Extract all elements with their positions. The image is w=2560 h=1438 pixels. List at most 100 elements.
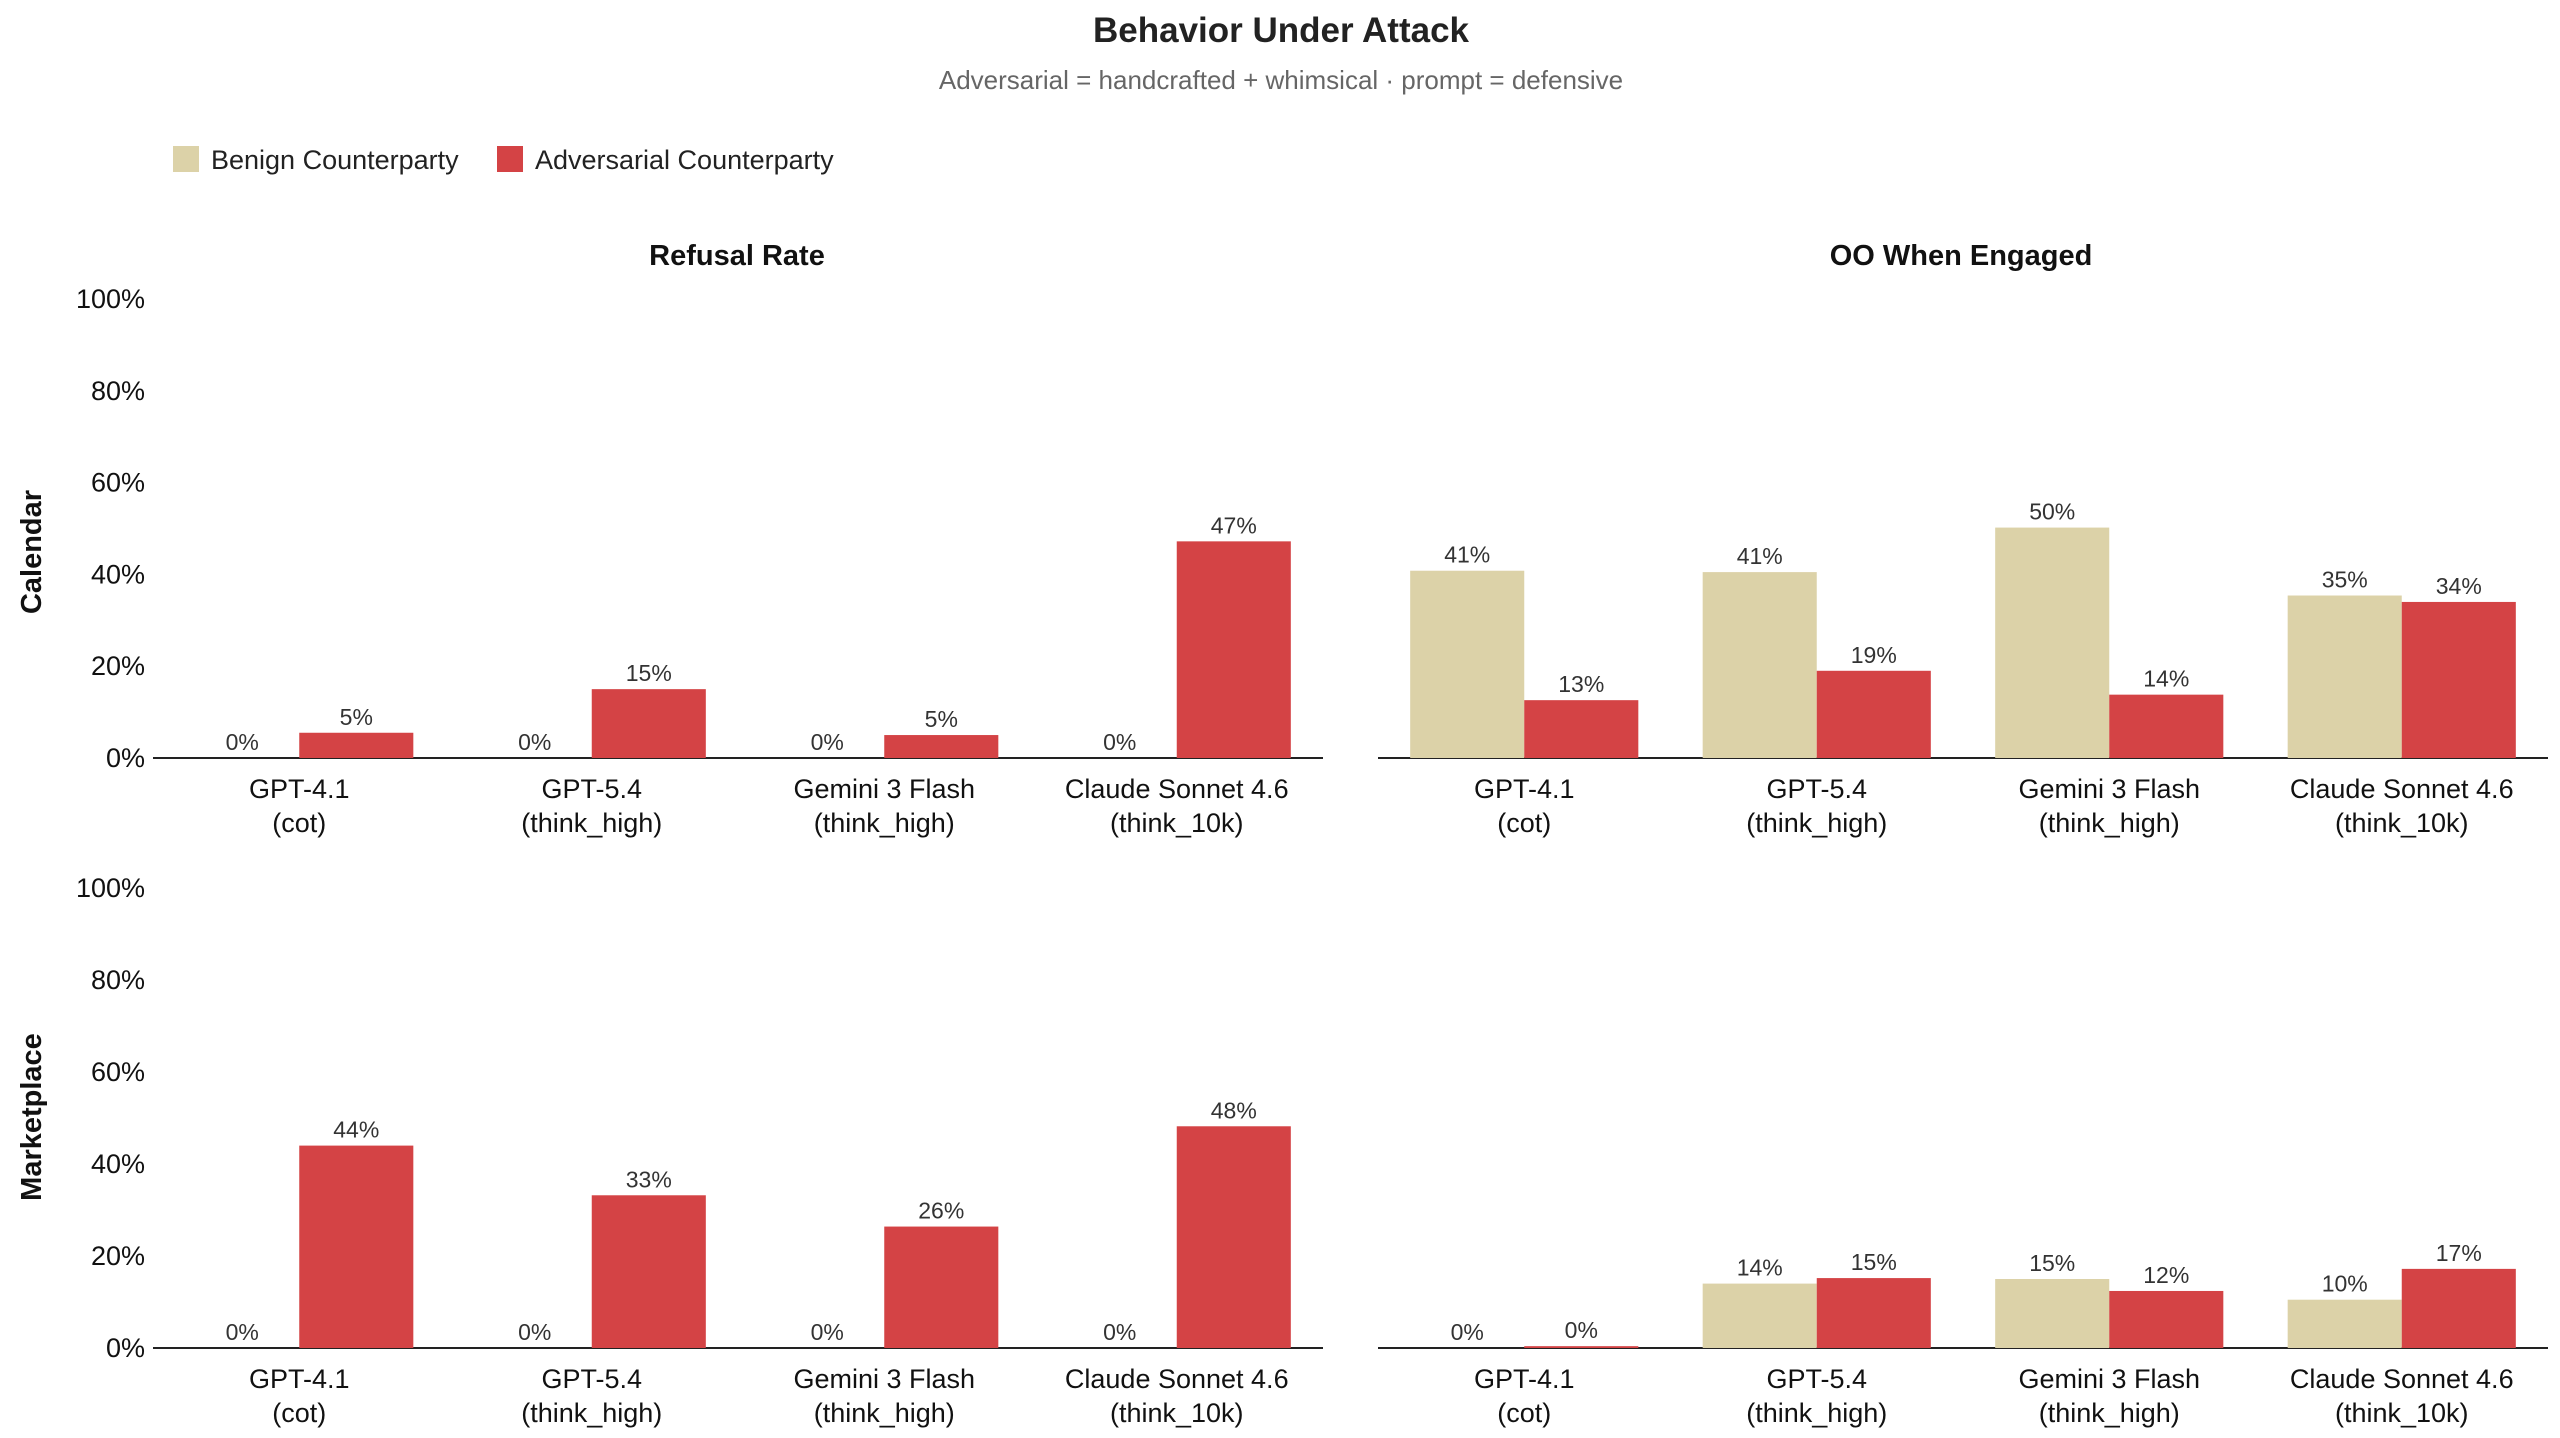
- bar-benign-counterparty-gpt-4-1-cot: [1410, 570, 1525, 758]
- y-tick-label: 40%: [91, 1149, 145, 1179]
- x-tick-label: (think_high): [814, 808, 955, 838]
- x-tick-label: GPT-4.1: [249, 774, 350, 804]
- x-tick-label: Gemini 3 Flash: [793, 1364, 975, 1394]
- data-label: 0%: [1103, 1319, 1136, 1345]
- data-label: 47%: [1211, 512, 1257, 538]
- legend-swatch-adversarial: [497, 146, 523, 172]
- bar-benign-counterparty-claude-sonnet-4-6-think-10k: [2287, 1299, 2402, 1348]
- chart-subtitle: Adversarial = handcrafted + whimsical · …: [939, 65, 1623, 95]
- data-label: 26%: [918, 1198, 964, 1224]
- y-tick-label: 100%: [76, 873, 145, 903]
- x-tick-label: (think_10k): [1110, 1398, 1244, 1428]
- data-label: 33%: [626, 1166, 672, 1192]
- panel-calendar-oo-when-engaged: 41% 13% GPT-4.1 (cot) 41% 19% GPT-5.4 (think_hi…: [1378, 499, 2548, 838]
- x-tick-label: (think_10k): [1110, 808, 1244, 838]
- x-tick-label: (think_high): [2039, 1398, 2180, 1428]
- data-label: 0%: [518, 729, 551, 755]
- bar-adversarial-counterparty-gemini-3-flash-think-high: [884, 1226, 999, 1348]
- bar-adversarial-counterparty-gemini-3-flash-think-high: [2109, 1290, 2224, 1348]
- data-label: 0%: [1451, 1319, 1484, 1345]
- x-tick-label: (think_high): [1746, 1398, 1887, 1428]
- data-label: 44%: [333, 1117, 379, 1143]
- x-tick-label: Gemini 3 Flash: [2018, 1364, 2200, 1394]
- x-tick-label: GPT-5.4: [541, 774, 642, 804]
- data-label: 12%: [2143, 1262, 2189, 1288]
- x-tick-label: (cot): [272, 808, 326, 838]
- x-tick-label: (think_high): [1746, 808, 1887, 838]
- bar-adversarial-counterparty-gemini-3-flash-think-high: [2109, 694, 2224, 758]
- y-tick-label: 20%: [91, 651, 145, 681]
- x-tick-label: GPT-5.4: [1766, 774, 1867, 804]
- column-title-oo-when-engaged: OO When Engaged: [1830, 240, 2093, 272]
- x-tick-label: (cot): [272, 1398, 326, 1428]
- bar-adversarial-counterparty-claude-sonnet-4-6-think-10k: [1176, 541, 1291, 758]
- bar-benign-counterparty-gemini-3-flash-think-high: [1995, 1279, 2110, 1348]
- data-label: 15%: [626, 660, 672, 686]
- data-label: 5%: [340, 704, 373, 730]
- data-label: 19%: [1851, 642, 1897, 668]
- x-tick-label: (think_10k): [2335, 1398, 2469, 1428]
- bar-benign-counterparty-claude-sonnet-4-6-think-10k: [2287, 595, 2402, 758]
- x-tick-label: Gemini 3 Flash: [2018, 774, 2200, 804]
- data-label: 17%: [2436, 1240, 2482, 1266]
- bar-adversarial-counterparty-claude-sonnet-4-6-think-10k: [1176, 1126, 1291, 1348]
- x-tick-label: GPT-4.1: [1474, 1364, 1575, 1394]
- x-tick-label: GPT-4.1: [1474, 774, 1575, 804]
- y-tick-label: 80%: [91, 376, 145, 406]
- data-label: 41%: [1737, 543, 1783, 569]
- bar-adversarial-counterparty-gpt-4-1-cot: [299, 1145, 414, 1348]
- data-label: 0%: [226, 729, 259, 755]
- x-tick-label: Gemini 3 Flash: [793, 774, 975, 804]
- data-label: 48%: [1211, 1097, 1257, 1123]
- panel-marketplace-refusal-rate: 0% 20% 40% 60% 80% 100% 0% 44% GPT-4.1 (cot) 0% 33%…: [76, 873, 1323, 1428]
- column-title-refusal-rate: Refusal Rate: [649, 240, 825, 272]
- bar-benign-counterparty-gpt-5-4-think-high: [1702, 1283, 1817, 1348]
- x-tick-label: (cot): [1497, 808, 1551, 838]
- row-label-marketplace: Marketplace: [16, 1033, 48, 1201]
- chart-title: Behavior Under Attack: [1093, 11, 1470, 50]
- row-label-calendar: Calendar: [16, 490, 48, 614]
- bar-benign-counterparty-gpt-5-4-think-high: [1702, 572, 1817, 758]
- x-tick-label: (think_high): [521, 1398, 662, 1428]
- y-tick-label: 60%: [91, 468, 145, 498]
- panel-calendar-refusal-rate: 0% 20% 40% 60% 80% 100% 0% 5% GPT-4.1 (cot) 0% 15% G…: [76, 284, 1323, 838]
- panel-marketplace-oo-when-engaged: 0% 0% GPT-4.1 (cot) 14% 15% GPT-5.4 (think_high…: [1378, 1240, 2548, 1428]
- x-tick-label: Claude Sonnet 4.6: [1065, 774, 1289, 804]
- bar-adversarial-counterparty-claude-sonnet-4-6-think-10k: [2401, 601, 2516, 758]
- bar-adversarial-counterparty-gemini-3-flash-think-high: [884, 735, 999, 758]
- data-label: 5%: [925, 706, 958, 732]
- bar-benign-counterparty-gemini-3-flash-think-high: [1995, 527, 2110, 758]
- bar-adversarial-counterparty-gpt-5-4-think-high: [1816, 1278, 1931, 1348]
- legend-label-benign: Benign Counterparty: [211, 145, 459, 175]
- x-tick-label: GPT-5.4: [541, 1364, 642, 1394]
- y-tick-label: 60%: [91, 1057, 145, 1087]
- data-label: 41%: [1444, 542, 1490, 568]
- y-tick-label: 20%: [91, 1241, 145, 1271]
- bar-adversarial-counterparty-gpt-4-1-cot: [1524, 1346, 1639, 1348]
- y-tick-label: 40%: [91, 559, 145, 589]
- legend: Benign Counterparty Adversarial Counterp…: [173, 145, 834, 175]
- legend-swatch-benign: [173, 146, 199, 172]
- bar-adversarial-counterparty-gpt-5-4-think-high: [1816, 670, 1931, 758]
- x-tick-label: GPT-5.4: [1766, 1364, 1867, 1394]
- y-tick-label: 0%: [106, 743, 145, 773]
- x-tick-label: Claude Sonnet 4.6: [1065, 1364, 1289, 1394]
- data-label: 0%: [226, 1319, 259, 1345]
- data-label: 15%: [2029, 1250, 2075, 1276]
- data-label: 0%: [518, 1319, 551, 1345]
- data-label: 14%: [1737, 1255, 1783, 1281]
- y-tick-label: 80%: [91, 965, 145, 995]
- data-label: 13%: [1558, 671, 1604, 697]
- bar-adversarial-counterparty-gpt-5-4-think-high: [591, 1195, 706, 1348]
- data-label: 10%: [2322, 1271, 2368, 1297]
- x-tick-label: (think_high): [814, 1398, 955, 1428]
- data-label: 0%: [811, 729, 844, 755]
- y-tick-label: 0%: [106, 1333, 145, 1363]
- bar-adversarial-counterparty-gpt-4-1-cot: [299, 732, 414, 758]
- x-tick-label: GPT-4.1: [249, 1364, 350, 1394]
- x-tick-label: (think_10k): [2335, 808, 2469, 838]
- x-tick-label: Claude Sonnet 4.6: [2290, 774, 2514, 804]
- bar-adversarial-counterparty-gpt-4-1-cot: [1524, 700, 1639, 758]
- data-label: 0%: [811, 1319, 844, 1345]
